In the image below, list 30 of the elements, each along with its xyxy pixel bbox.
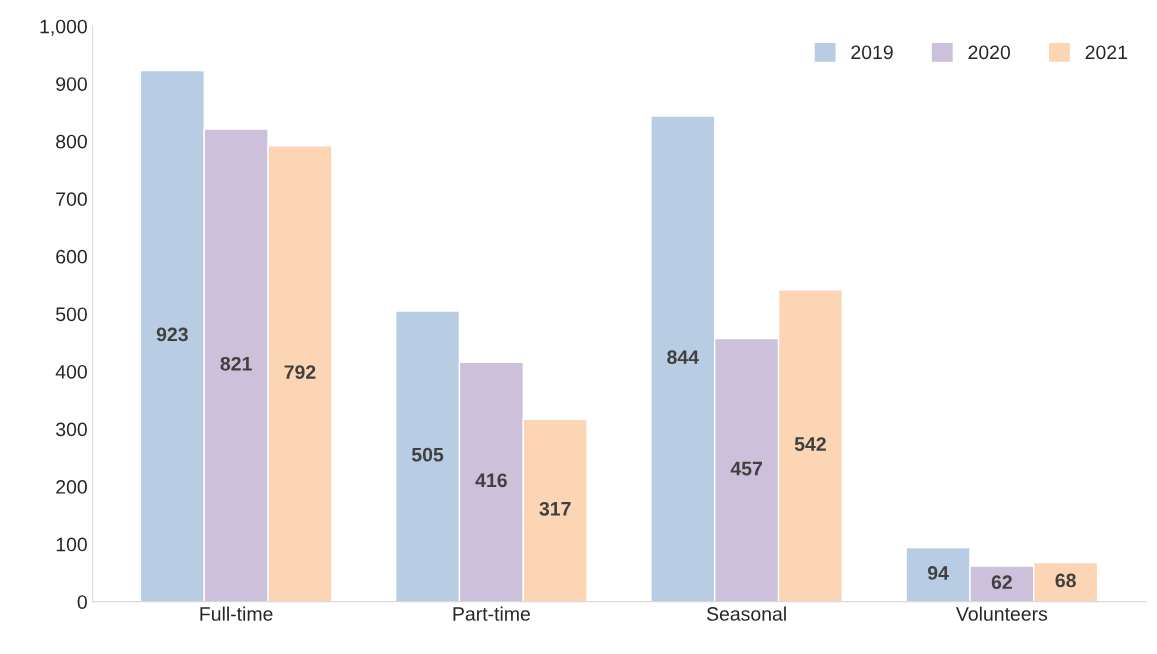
data-label: 923 [156, 327, 188, 342]
y-tick-label: 300 [56, 422, 87, 437]
data-label: 457 [730, 461, 762, 476]
data-label: 68 [1055, 573, 1076, 588]
y-tick-label: 200 [56, 480, 87, 494]
y-tick-label: 400 [55, 364, 87, 379]
x-tick-label: Full-time [200, 606, 273, 621]
data-label: 792 [284, 365, 316, 379]
legend-label: 2021 [1085, 45, 1127, 60]
data-label: 416 [475, 473, 507, 488]
y-tick-label: 100 [56, 537, 87, 552]
data-label: 94 [927, 566, 949, 580]
data-label: 317 [539, 501, 571, 516]
y-tick-label: 1,000 [40, 19, 87, 36]
x-tick-label: Volunteers [956, 606, 1048, 621]
data-label: 844 [667, 350, 699, 365]
legend-label: 2020 [968, 45, 1011, 60]
y-tick-label: 900 [56, 77, 87, 91]
data-label: 62 [991, 575, 1012, 590]
y-tick-label: 600 [56, 249, 87, 264]
data-label: 542 [794, 437, 826, 451]
data-label: 505 [411, 447, 444, 462]
y-tick-label: 800 [56, 134, 87, 149]
data-label: 821 [220, 356, 252, 371]
x-tick-label: Part-time [453, 606, 530, 621]
y-tick-label: 500 [56, 307, 87, 322]
y-tick-label: 700 [56, 192, 87, 207]
x-tick-label: Seasonal [706, 606, 786, 621]
y-tick-label: 0 [77, 595, 87, 609]
legend-label: 2019 [851, 45, 893, 60]
